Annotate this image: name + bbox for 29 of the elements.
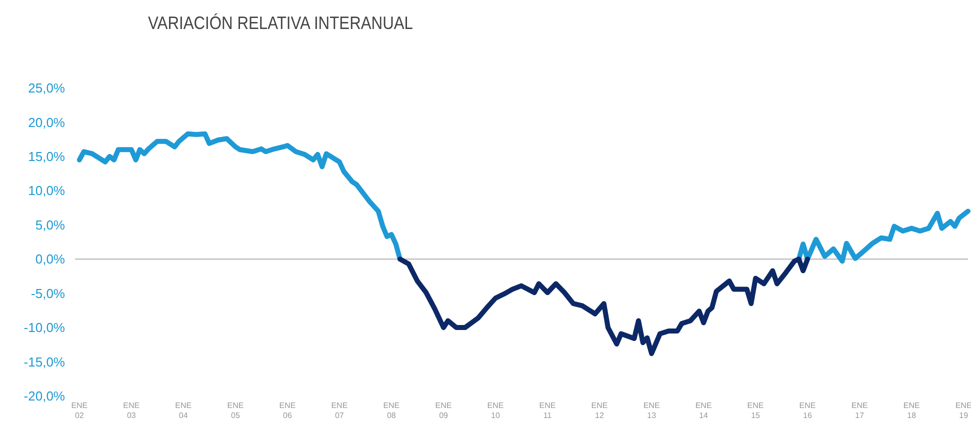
y-tick-label: 0,0%	[35, 252, 66, 267]
x-tick-label: ENE 07	[331, 401, 348, 420]
x-tick-label: ENE 18	[903, 401, 920, 420]
y-tick-label: 15,0%	[28, 148, 66, 164]
y-tick-label: 25,0%	[28, 80, 66, 96]
x-tick-label: ENE 05	[227, 401, 244, 420]
x-tick-label: ENE 12	[591, 401, 608, 420]
x-tick-label: ENE 03	[123, 401, 140, 420]
x-tick-label: ENE 06	[279, 401, 296, 420]
x-tick-label: ENE 10	[487, 401, 504, 420]
x-tick-label: ENE 08	[383, 401, 400, 420]
y-tick-label: 5,0%	[35, 217, 66, 232]
x-tick-label: ENE 17	[851, 401, 868, 420]
y-tick-label: 20,0%	[28, 114, 66, 130]
x-tick-label: ENE 11	[539, 401, 556, 420]
x-tick-label: ENE 14	[695, 401, 712, 420]
x-tick-label: ENE 13	[643, 401, 660, 420]
y-tick-label: -5,0%	[31, 286, 66, 301]
y-tick-label: -10,0%	[24, 320, 66, 336]
chart-title: VARIACIÓN RELATIVA INTERANUAL	[148, 13, 454, 33]
x-tick-label: ENE 19	[955, 401, 971, 420]
y-tick-label: -20,0%	[24, 388, 66, 404]
x-tick-label: ENE 09	[435, 401, 452, 420]
y-tick-label: 10,0%	[28, 183, 66, 198]
x-tick-label: ENE 02	[71, 401, 88, 420]
y-tick-label: -15,0%	[24, 354, 66, 370]
x-tick-label: ENE 15	[747, 401, 764, 420]
x-tick-label: ENE 16	[799, 401, 816, 420]
x-tick-label: ENE 04	[175, 401, 192, 420]
